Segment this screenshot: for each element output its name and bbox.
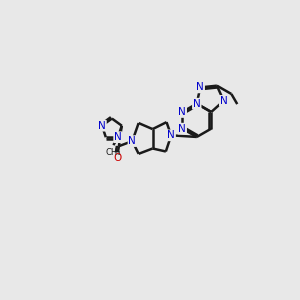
Text: N: N [220,96,228,106]
Text: N: N [178,107,186,117]
Text: N: N [193,99,201,109]
Text: O: O [113,153,121,163]
Text: N: N [98,121,106,131]
Text: N: N [196,82,204,92]
Text: N: N [128,136,136,146]
Text: N: N [167,130,175,140]
Text: N: N [114,132,122,142]
Text: CH₃: CH₃ [106,148,121,157]
Text: N: N [178,124,186,134]
